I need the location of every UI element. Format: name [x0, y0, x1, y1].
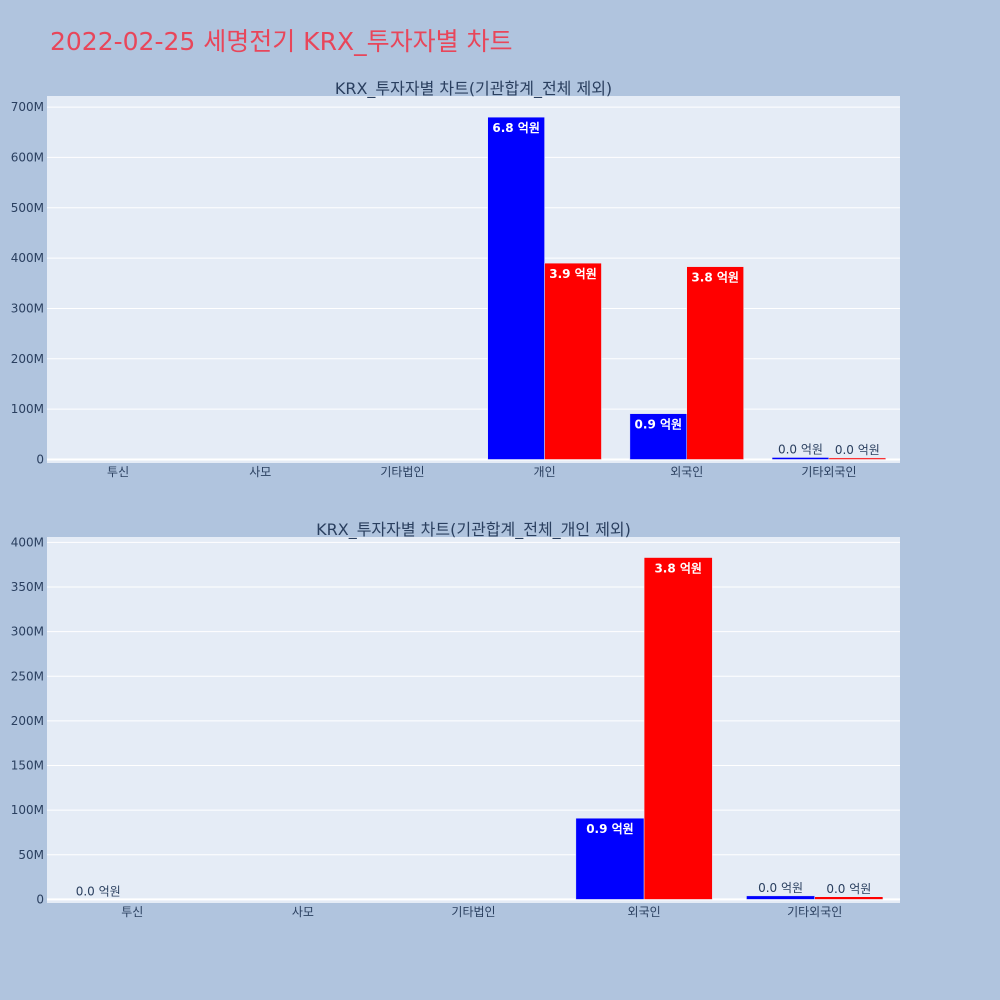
bar: [814, 896, 884, 900]
x-tick-label: 기타외국인: [801, 465, 856, 479]
bar: [771, 457, 830, 460]
x-tick-label: 기타외국인: [787, 905, 842, 919]
page-title: 2022-02-25 세명전기 KRX_투자자별 차트: [50, 27, 513, 56]
data-label: 0.0 억원: [778, 442, 823, 456]
chart-1: 0 100M 200M 300M 400M 500M 600M 700M KRX_투자자별 차트…: [11, 79, 900, 479]
x-tick-label: 기타법인: [380, 465, 424, 479]
data-label: 3.9 억원: [549, 267, 597, 281]
bar: [746, 895, 815, 900]
charts-container: 0 100M 200M 300M 400M 500M 600M 700M KRX_투자자별 차트…: [11, 79, 900, 919]
x-tick-label: 개인: [534, 465, 556, 479]
data-label: 6.8 억원: [492, 121, 540, 135]
data-label: 0.9 억원: [586, 822, 634, 836]
bar: [629, 413, 688, 460]
y-tick-label: 700M: [11, 100, 44, 114]
plot-area: [47, 537, 900, 903]
y-tick-label: 100M: [11, 402, 44, 416]
y-tick-label: 400M: [11, 251, 44, 265]
x-tick-label: 투신: [121, 905, 143, 919]
x-tick-label: 사모: [292, 905, 314, 919]
data-label: 0.0 억원: [826, 882, 871, 896]
chart-title: KRX_투자자별 차트(기관합계_전체_개인 제외): [316, 520, 631, 540]
y-tick-label: 600M: [11, 150, 44, 164]
y-tick-label: 0: [36, 892, 44, 906]
data-label: 0.0 억원: [758, 881, 803, 895]
x-tick-label: 외국인: [628, 905, 661, 919]
chart-2: 0 50M 100M 150M 200M 250M 300M 350M 400M KRX_투자자별…: [11, 520, 900, 919]
y-tick-label: 500M: [11, 201, 44, 215]
bar: [575, 817, 645, 900]
data-label: 3.8 억원: [691, 271, 739, 285]
bar: [686, 266, 744, 460]
y-tick-label: 150M: [11, 759, 44, 773]
y-tick-label: 100M: [11, 803, 44, 817]
bar: [487, 116, 545, 460]
x-tick-label: 투신: [107, 465, 129, 479]
data-label: 0.0 억원: [76, 884, 121, 898]
chart-title: KRX_투자자별 차트(기관합계_전체 제외): [335, 79, 612, 99]
data-label: 0.9 억원: [635, 418, 683, 432]
y-tick-label: 0: [36, 452, 44, 466]
bar: [828, 457, 887, 460]
y-tick-label: 300M: [11, 625, 44, 639]
y-tick-label: 200M: [11, 714, 44, 728]
y-tick-label: 50M: [18, 848, 44, 862]
data-label: 3.8 억원: [654, 562, 702, 576]
y-tick-label: 400M: [11, 535, 44, 549]
data-label: 0.0 억원: [835, 443, 880, 457]
y-tick-label: 250M: [11, 669, 44, 683]
x-tick-label: 외국인: [670, 465, 703, 479]
y-tick-label: 350M: [11, 580, 44, 594]
y-tick-label: 200M: [11, 352, 44, 366]
plot-area: [47, 96, 900, 463]
x-tick-label: 기타법인: [451, 905, 495, 919]
bar: [643, 557, 713, 900]
x-tick-label: 사모: [249, 465, 271, 479]
bar: [544, 262, 602, 460]
y-tick-label: 300M: [11, 301, 44, 315]
